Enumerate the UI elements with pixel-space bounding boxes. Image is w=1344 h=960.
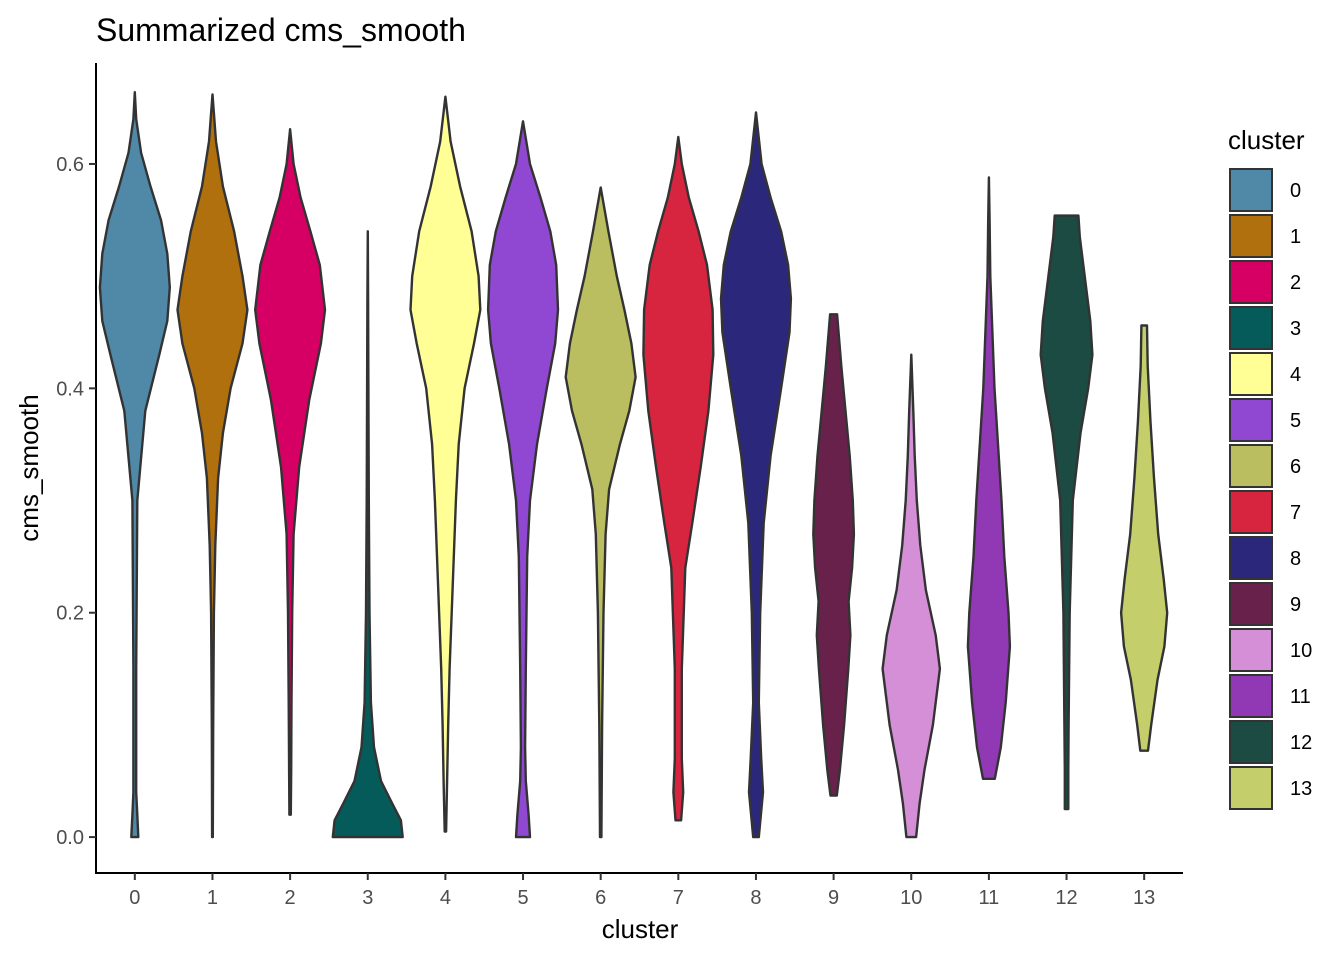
legend-label-3: 3: [1290, 318, 1301, 340]
violin-cluster-0: [98, 91, 171, 839]
legend-key-10: [1229, 628, 1273, 672]
x-tick-label: 1: [207, 887, 218, 909]
x-tick-label: 8: [750, 887, 761, 909]
x-tick-label: 10: [900, 887, 922, 909]
x-tick-label: 2: [285, 887, 296, 909]
legend-key-1: [1229, 214, 1273, 258]
legend-label-10: 10: [1290, 640, 1312, 662]
legend-label-11: 11: [1290, 686, 1311, 708]
legend-label-4: 4: [1290, 364, 1301, 386]
legend-label-7: 7: [1290, 502, 1301, 524]
legend-key-8: [1229, 536, 1273, 580]
violin-cluster-4: [409, 95, 482, 833]
violin-cluster-1: [176, 93, 249, 839]
violin-cluster-10: [881, 353, 942, 839]
legend-key-9: [1229, 582, 1273, 626]
x-tick-label: 6: [595, 887, 606, 909]
violin-cluster-6: [564, 186, 637, 839]
legend-key-6: [1229, 444, 1273, 488]
legend-label-13: 13: [1290, 778, 1312, 800]
violin-cluster-8: [719, 111, 793, 839]
legend-key-3: [1229, 306, 1273, 350]
legend-label-6: 6: [1290, 456, 1301, 478]
violin-cluster-13: [1119, 324, 1169, 752]
violins-layer: [98, 91, 1169, 839]
x-tick-label: 13: [1133, 887, 1155, 909]
violin-cluster-5: [486, 120, 560, 839]
y-tick-label: 0.0: [56, 827, 84, 849]
violin-cluster-9: [812, 313, 856, 797]
legend-key-4: [1229, 352, 1273, 396]
x-tick-label: 5: [517, 887, 528, 909]
violin-cluster-12: [1039, 214, 1094, 811]
legend-title: cluster: [1228, 125, 1305, 155]
y-tick-label: 0.6: [56, 154, 84, 176]
chart-title: Summarized cms_smooth: [96, 12, 466, 48]
legend-label-2: 2: [1290, 272, 1301, 294]
legend-key-2: [1229, 260, 1273, 304]
legend-label-0: 0: [1290, 180, 1301, 202]
y-ticks: 0.0 0.2 0.4 0.6: [56, 154, 96, 849]
x-tick-label: 11: [979, 887, 1000, 909]
legend-label-1: 1: [1290, 226, 1301, 248]
legend-key-7: [1229, 490, 1273, 534]
y-tick-label: 0.4: [56, 378, 84, 400]
legend-key-11: [1229, 674, 1273, 718]
x-tick-label: 12: [1055, 887, 1077, 909]
x-tick-label: 3: [362, 887, 373, 909]
legend-key-12: [1229, 720, 1273, 764]
violin-cluster-3: [331, 230, 404, 839]
legend-label-8: 8: [1290, 548, 1301, 570]
y-axis-title: cms_smooth: [14, 394, 44, 541]
violin-cluster-7: [642, 135, 715, 822]
legend-key-5: [1229, 398, 1273, 442]
legend-key-13: [1229, 766, 1273, 810]
x-ticks: 0 1 2 3 4 5 6 7 8 9 10 11 12 13: [129, 873, 1155, 909]
violin-cluster-11: [966, 176, 1012, 780]
x-tick-label: 4: [440, 887, 451, 909]
legend-label-9: 9: [1290, 594, 1301, 616]
legend-label-5: 5: [1290, 410, 1301, 432]
axes: [95, 63, 1183, 874]
legend-label-12: 12: [1290, 732, 1312, 754]
x-tick-label: 0: [129, 887, 140, 909]
x-tick-label: 7: [673, 887, 684, 909]
violin-cluster-2: [254, 127, 327, 816]
y-tick-label: 0.2: [56, 603, 84, 625]
x-axis-title: cluster: [602, 914, 679, 944]
legend-key-0: [1229, 168, 1273, 212]
x-tick-label: 9: [828, 887, 839, 909]
